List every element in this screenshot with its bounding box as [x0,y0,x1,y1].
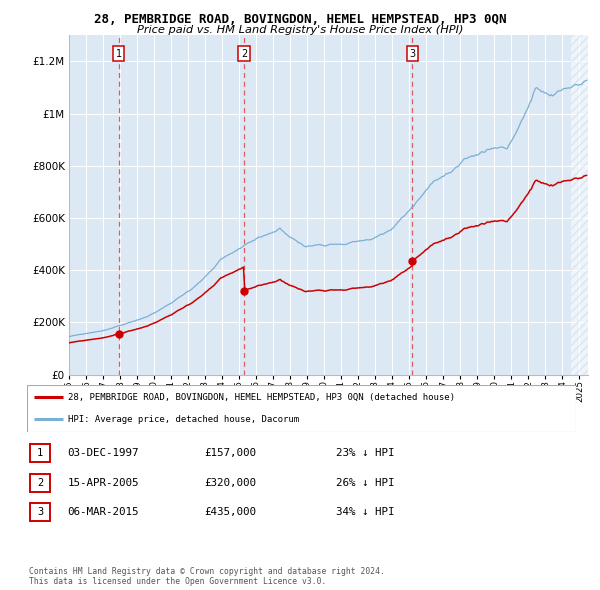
Text: 2: 2 [37,478,43,487]
Text: 1: 1 [116,48,122,58]
Text: 26% ↓ HPI: 26% ↓ HPI [336,478,395,487]
Text: Contains HM Land Registry data © Crown copyright and database right 2024.
This d: Contains HM Land Registry data © Crown c… [29,567,385,586]
Text: 06-MAR-2015: 06-MAR-2015 [67,507,139,517]
Text: 2: 2 [241,48,247,58]
Text: 34% ↓ HPI: 34% ↓ HPI [336,507,395,517]
Text: 1: 1 [37,448,43,458]
Text: 03-DEC-1997: 03-DEC-1997 [67,448,139,458]
Text: 3: 3 [37,507,43,517]
Text: 15-APR-2005: 15-APR-2005 [67,478,139,487]
Text: 28, PEMBRIDGE ROAD, BOVINGDON, HEMEL HEMPSTEAD, HP3 0QN (detached house): 28, PEMBRIDGE ROAD, BOVINGDON, HEMEL HEM… [68,393,455,402]
Text: £435,000: £435,000 [204,507,256,517]
Text: HPI: Average price, detached house, Dacorum: HPI: Average price, detached house, Daco… [68,415,299,424]
Text: £157,000: £157,000 [204,448,256,458]
Text: 28, PEMBRIDGE ROAD, BOVINGDON, HEMEL HEMPSTEAD, HP3 0QN: 28, PEMBRIDGE ROAD, BOVINGDON, HEMEL HEM… [94,13,506,26]
Text: 3: 3 [409,48,415,58]
Text: 23% ↓ HPI: 23% ↓ HPI [336,448,395,458]
Text: Price paid vs. HM Land Registry's House Price Index (HPI): Price paid vs. HM Land Registry's House … [137,25,463,35]
Text: £320,000: £320,000 [204,478,256,487]
